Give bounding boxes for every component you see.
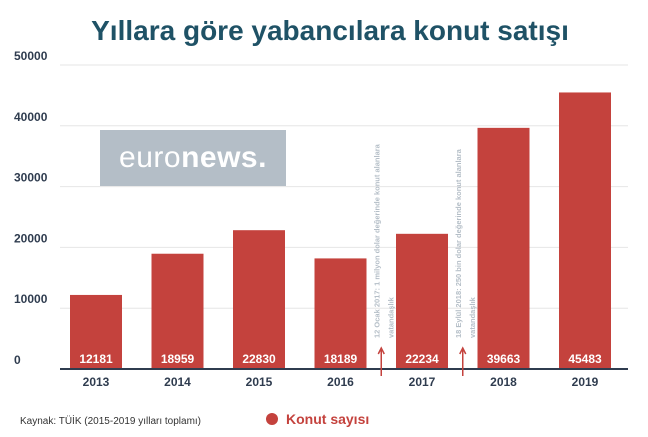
data-label: 45483	[568, 352, 602, 366]
annotation-text: 18 Eylül 2018: 250 bin dolar değerinde k…	[454, 148, 463, 338]
x-tick-label: 2015	[246, 375, 273, 389]
x-tick-label: 2016	[327, 375, 354, 389]
data-label: 39663	[487, 352, 521, 366]
bar	[396, 233, 448, 369]
y-tick-label: 20000	[14, 231, 48, 245]
bar	[233, 230, 285, 369]
data-label: 22830	[242, 352, 276, 366]
annotation-arrow	[377, 346, 385, 376]
euronews-logo: euro news.	[100, 130, 286, 186]
annotation: 18 Eylül 2018: 250 bin dolar değerinde k…	[454, 148, 477, 376]
data-label: 22234	[405, 352, 439, 366]
logo-text-news: news	[181, 141, 259, 174]
data-label: 12181	[79, 352, 113, 366]
legend-label: Konut sayısı	[286, 411, 370, 427]
bar	[70, 294, 122, 369]
logo-dot: .	[258, 141, 267, 174]
y-tick-label: 30000	[14, 171, 48, 185]
bar	[151, 253, 204, 369]
bar	[559, 92, 611, 369]
x-tick-label: 2013	[83, 375, 110, 389]
annotation-text-continued: vatandaşlık	[386, 296, 395, 338]
logo-text-euro: euro	[119, 141, 182, 174]
y-tick-label: 40000	[14, 110, 48, 124]
x-tick-label: 2017	[409, 375, 436, 389]
y-tick-label: 50000	[14, 49, 48, 63]
data-label: 18959	[161, 352, 195, 366]
x-tick-label: 2014	[164, 375, 191, 389]
annotation-text-continued: vatandaşlık	[468, 296, 477, 338]
y-tick-label: 10000	[14, 292, 48, 306]
annotation-text: 12 Ocak 2017: 1 milyon dolar değerinde k…	[372, 143, 381, 338]
source-note: Kaynak: TÜİK (2015-2019 yılları toplamı)	[20, 416, 202, 427]
x-tick-label: 2019	[572, 375, 599, 389]
annotation: 12 Ocak 2017: 1 milyon dolar değerinde k…	[372, 143, 395, 376]
x-tick-label: 2018	[490, 375, 517, 389]
bar	[314, 258, 367, 369]
chart-title: Yıllara göre yabancılara konut satışı	[91, 15, 569, 46]
legend: Konut sayısı	[266, 411, 369, 427]
annotation-arrow	[459, 346, 467, 376]
bar	[477, 127, 530, 369]
legend-marker	[266, 413, 278, 425]
data-label: 18189	[324, 352, 358, 366]
y-tick-label: 0	[14, 353, 21, 367]
